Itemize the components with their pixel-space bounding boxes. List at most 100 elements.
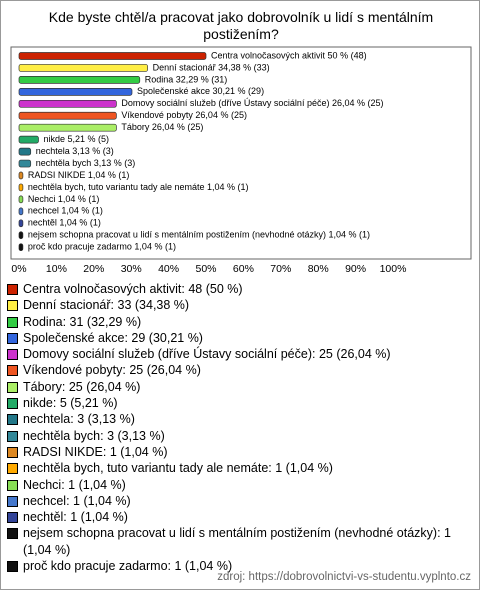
legend-label: nechtěla bych, tuto variantu tady ale ne… [23,461,333,476]
legend-swatch [7,365,18,377]
legend-item: Centra volnočasových aktivit: 48 (50 %) [7,281,473,297]
legend-item: nechtěla bych: 3 (3,13 %) [7,428,473,444]
legend: Centra volnočasových aktivit: 48 (50 %) D… [7,281,473,574]
legend-label: Víkendové pobyty: 25 (26,04 %) [23,363,201,378]
plot-frame [10,46,472,260]
bar-label: Nechci 1,04 % (1) [28,194,100,204]
legend-swatch [7,414,18,426]
bar [18,135,39,144]
legend-swatch [7,398,18,410]
bar [18,76,141,84]
x-tick-label: 100% [380,263,407,275]
legend-label: RADSI NIKDE: 1 (1,04 %) [23,444,168,459]
legend-swatch [7,430,18,442]
bar [18,171,24,180]
x-tick-label: 50% [195,263,216,275]
bar [18,195,24,204]
x-tick-label: 30% [121,263,142,275]
legend-label: Společenské akce: 29 (30,21 %) [23,330,203,345]
legend-item: RADSI NIKDE: 1 (1,04 %) [7,444,473,460]
legend-label: Centra volnočasových aktivit: 48 (50 %) [23,282,243,296]
legend-item: Společenské akce: 29 (30,21 %) [7,330,473,346]
bar-label: Víkendové pobyty 26,04 % (25) [121,110,247,120]
legend-label: nechtela: 3 (3,13 %) [23,412,135,427]
legend-item: nikde: 5 (5,21 %) [7,395,473,411]
bar-label: Tábory 26,04 % (25) [121,122,203,132]
bar [18,99,117,108]
legend-label: Denní stacionář: 33 (34,38 %) [23,298,190,313]
legend-item: nechtěl: 1 (1,04 %) [7,509,473,525]
legend-item: Tábory: 25 (26,04 %) [7,379,473,395]
legend-label: nechtěla bych: 3 (3,13 %) [23,428,165,443]
bar [18,87,133,96]
x-tick-label: 10% [46,263,67,275]
bar-label: Rodina 32,29 % (31) [145,74,228,84]
bar-label: nechtěla bych 3,13 % (3) [36,158,136,168]
bar-label: nejsem schopna pracovat u lidí s mentáln… [28,230,370,240]
bar [18,111,117,120]
chart-title: Kde byste chtěl/a pracovat jako dobrovol… [48,9,434,42]
legend-item: Víkendové pobyty: 25 (26,04 %) [7,362,473,378]
source: zdroj: https://dobrovolnictvi-vs-student… [217,571,471,583]
bar [18,147,32,156]
bar-label: nikde 5,21 % (5) [43,134,109,144]
bar-label: nechtěla bych, tuto variantu tady ale ne… [28,182,249,192]
legend-swatch [7,316,18,328]
bar [18,207,24,216]
legend-item: Denní stacionář: 33 (34,38 %) [7,297,473,313]
bar [18,219,24,228]
legend-label: nikde: 5 (5,21 %) [23,396,118,411]
bar-label: proč kdo pracuje zadarmo 1,04 % (1) [28,242,176,252]
legend-item: nejsem schopna pracovat u lidí s mentáln… [7,525,473,558]
legend-label: Domovy sociální služeb (dříve Ústavy soc… [23,347,391,362]
bar-label: Centra volnočasových aktivit 50 % (48) [211,50,367,60]
legend-swatch [7,528,18,540]
legend-item: nechcel: 1 (1,04 %) [7,493,473,509]
legend-swatch [7,332,18,344]
legend-swatch [7,381,18,393]
bar-label: nechcel 1,04 % (1) [28,206,103,216]
chart: 0% 10% 20% 30% 40% 50% 60% 70% 80% 90% 100% Centra … [10,46,472,275]
legend-swatch [7,495,18,507]
bar-label: Společenské akce 30,21 % (29) [137,86,264,96]
legend-swatch [7,561,18,573]
legend-label: proč kdo pracuje zadarmo: 1 (1,04 %) [23,559,233,574]
legend-swatch [7,446,18,458]
bar [18,64,148,72]
x-tick-label: 0% [11,263,26,275]
legend-swatch [7,300,18,312]
bar-label: nechtela 3,13 % (3) [36,146,114,156]
legend-item: Nechci: 1 (1,04 %) [7,477,473,493]
legend-label: nechcel: 1 (1,04 %) [23,493,131,508]
x-tick-label: 60% [233,263,254,275]
legend-label: Nechci: 1 (1,04 %) [23,477,126,492]
bar-label: Denní stacionář 34,38 % (33) [153,62,270,72]
legend-item: Rodina: 31 (32,29 %) [7,314,473,330]
legend-item: proč kdo pracuje zadarmo: 1 (1,04 %) [7,558,473,574]
legend-label: nejsem schopna pracovat u lidí s mentáln… [23,526,451,557]
bar [18,231,24,240]
legend-swatch [7,349,18,361]
x-tick-label: 90% [345,263,366,275]
bar-label: RADSI NIKDE 1,04 % (1) [28,170,130,180]
bar-label: nechtěl 1,04 % (1) [28,218,101,228]
legend-label: Tábory: 25 (26,04 %) [23,379,141,394]
x-tick-label: 80% [308,263,329,275]
x-tick-label: 70% [270,263,291,275]
bar [18,183,24,192]
bar-label: Domovy sociální služeb (dříve Ústavy soc… [121,98,383,108]
legend-item: Domovy sociální služeb (dříve Ústavy soc… [7,346,473,362]
bar [18,123,117,132]
x-tick-label: 20% [83,263,104,275]
legend-swatch [7,512,18,524]
legend-swatch [7,479,18,491]
x-tick-label: 40% [158,263,179,275]
bar [18,243,24,252]
bar [18,159,32,168]
legend-label: nechtěl: 1 (1,04 %) [23,510,128,525]
legend-label: Rodina: 31 (32,29 %) [23,314,142,329]
legend-swatch [7,284,18,295]
legend-swatch [7,463,18,475]
legend-item: nechtěla bych, tuto variantu tady ale ne… [7,460,473,476]
